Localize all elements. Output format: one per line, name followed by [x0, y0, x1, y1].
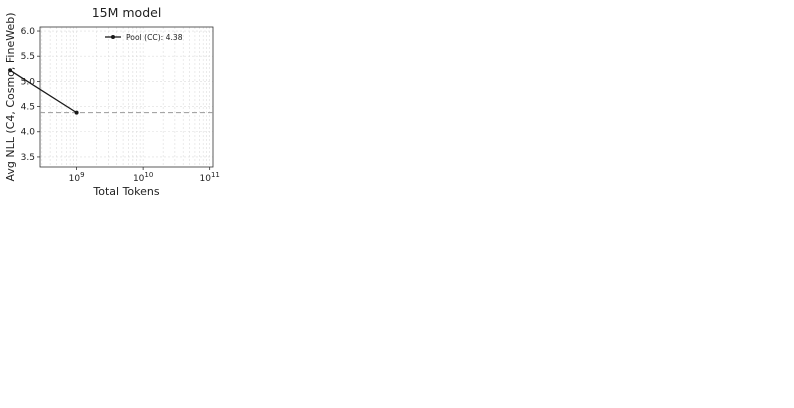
y-tick-label: 5.5	[21, 52, 35, 62]
legend-marker-pool	[111, 35, 115, 39]
x-tick-label: 109	[69, 171, 85, 184]
data-point-pool	[74, 110, 79, 115]
y-tick-label: 3.5	[21, 153, 35, 163]
y-axis-label: Avg NLL (C4, Cosmo, FineWeb)	[4, 13, 17, 182]
plot-frame	[39, 26, 214, 168]
legend-label-pool: Pool (CC): 4.38	[126, 33, 183, 42]
data-point-pool	[8, 68, 13, 73]
x-tick-label: 1010	[133, 171, 153, 184]
series-line-pool	[9, 69, 77, 114]
subplot-title: 15M model	[92, 5, 162, 20]
x-tick-label: 1011	[199, 171, 219, 184]
y-tick-label: 6.0	[21, 27, 36, 37]
x-axis-label: Total Tokens	[92, 185, 159, 198]
y-tick-label: 4.5	[21, 103, 35, 113]
y-tick-label: 4.0	[21, 128, 36, 138]
